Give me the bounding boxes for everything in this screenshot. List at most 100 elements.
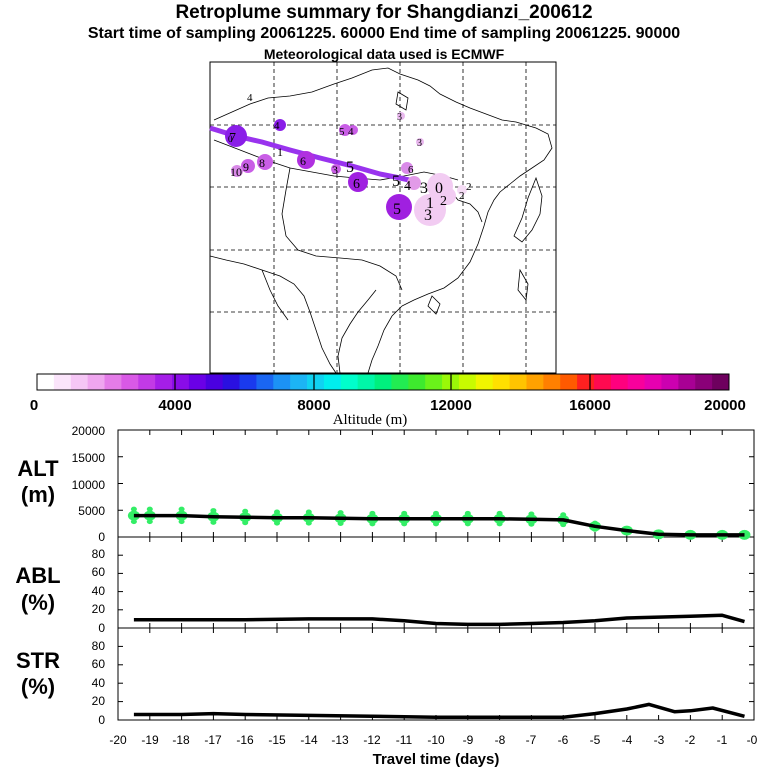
map-day-label: 5: [339, 126, 345, 138]
colorbar-tick-label: 16000: [569, 397, 611, 414]
alt-ytick-label: 0: [98, 530, 105, 544]
alt-spread-dot: [560, 512, 567, 518]
map-island: [513, 176, 543, 243]
map-day-label: 5: [346, 159, 354, 176]
alt-spread-dot: [401, 521, 408, 527]
plume-circle: [348, 125, 358, 135]
colorbar-swatch: [239, 374, 257, 390]
colorbar-swatch: [610, 374, 629, 390]
map-border: [261, 269, 289, 321]
abl-series-line: [133, 613, 745, 627]
alt-spread-dot: [528, 511, 535, 517]
plume-circles: [225, 112, 467, 226]
x-tick-label: -19: [141, 733, 159, 747]
axis-tick-marks: [117, 430, 755, 720]
colorbar-swatch: [526, 374, 544, 390]
colorbar-swatch: [475, 374, 494, 390]
x-tick-label: -20: [109, 733, 127, 747]
abl-panel-label: ABL: [15, 563, 60, 588]
alt-ytick-label: 10000: [72, 478, 106, 492]
colorbar-swatch: [121, 374, 139, 390]
abl-ytick-label: 0: [98, 621, 105, 635]
map-day-label: 3: [397, 112, 402, 123]
abl-ytick-label: 40: [92, 584, 106, 598]
map-day-label: 3: [424, 207, 432, 224]
x-tick-label: -18: [172, 733, 190, 747]
colorbar-swatch: [307, 374, 325, 390]
x-tick-label: -7: [526, 733, 537, 747]
x-tick-label: -2: [685, 733, 696, 747]
alt-spread-dot: [210, 519, 217, 525]
alt-ytick-label: 5000: [78, 504, 105, 518]
map-coastline: [337, 289, 377, 374]
alt-spread-dot: [369, 510, 376, 516]
alt-panel-unit: (m): [21, 482, 55, 507]
alt-spread-dot: [274, 520, 280, 526]
map-day-label: 3: [417, 138, 422, 149]
alt-spread-dot: [242, 520, 249, 526]
colorbar-swatch: [509, 374, 527, 390]
alt-spread-dot: [146, 506, 153, 512]
plume-circle: [438, 187, 456, 205]
map-day-label: 2: [466, 181, 472, 193]
plume-circle: [339, 124, 351, 136]
str-ytick-label: 20: [92, 694, 106, 708]
map-border: [281, 167, 403, 291]
colorbar-swatch: [712, 374, 730, 390]
alt-spread-dot: [130, 506, 137, 512]
colorbar-swatch: [256, 374, 274, 390]
map-island: [427, 295, 441, 315]
plume-circle: [414, 194, 446, 226]
met-data-note: Meteorological data used is ECMWF: [263, 46, 505, 62]
alt-spread-dot: [146, 519, 153, 525]
colorbar-ticks: 0 4000 8000 12000 16000 20000: [30, 397, 746, 414]
colorbar-swatch: [290, 374, 308, 390]
map-day-label: 5: [393, 201, 401, 218]
map-day-label: 6: [408, 164, 414, 176]
map-coastlines: [209, 67, 553, 374]
abl-ytick-label: 60: [92, 565, 106, 579]
colorbar-swatch: [340, 374, 359, 390]
colorbar-swatch: [70, 374, 89, 390]
map-day-label: 0: [228, 134, 233, 144]
x-tick-label: -8: [495, 733, 506, 747]
map-day-label: 2: [440, 194, 447, 209]
str-panel-label: STR: [16, 648, 60, 673]
map-day-label: 4: [247, 92, 253, 104]
abl-ytick-label: 80: [92, 547, 106, 561]
colorbar-swatch: [37, 374, 55, 390]
map-grid: [210, 62, 556, 373]
map-day-label: 0: [435, 180, 443, 197]
x-tick-label: -14: [300, 733, 318, 747]
map-day-label: 7: [229, 131, 236, 146]
colorbar-swatch: [273, 374, 291, 390]
str-ytick-label: 60: [92, 657, 106, 671]
plume-circle: [348, 172, 368, 192]
map-lake: [395, 91, 409, 111]
plume-circle: [386, 194, 412, 220]
str-ytick-label: 80: [92, 639, 106, 653]
alt-yticks: 20000 15000 10000 5000 0: [72, 424, 106, 544]
x-tick-label: -15: [268, 733, 286, 747]
x-tick-label: -5: [590, 733, 601, 747]
x-tick-label: -10: [427, 733, 445, 747]
map-panel: 4 3 5 4 3 6 5 4 3 1 2 0 2 3 5 6 8 9 10 7…: [209, 61, 557, 374]
alt-spread-dot: [337, 510, 344, 516]
alt-spread-dot: [464, 521, 471, 527]
x-axis-label: Travel time (days): [373, 751, 500, 768]
colorbar-swatch: [323, 374, 342, 390]
colorbar-tick-label: 8000: [297, 397, 330, 414]
alt-spread-dot: [274, 509, 280, 515]
colorbar-swatch: [205, 374, 224, 390]
chart-title: Retroplume summary for Shangdianzi_20061…: [175, 2, 593, 23]
abl-panel-unit: (%): [21, 590, 55, 615]
map-day-label: 4: [348, 126, 354, 138]
x-tick-label: -6: [558, 733, 569, 747]
plume-circle: [297, 151, 315, 169]
map-day-label: 3: [420, 180, 428, 197]
colorbar-swatch: [357, 374, 375, 390]
plume-circle: [274, 119, 286, 131]
colorbar-label: Altitude (m): [333, 412, 408, 428]
str-panel-unit: (%): [21, 674, 55, 699]
